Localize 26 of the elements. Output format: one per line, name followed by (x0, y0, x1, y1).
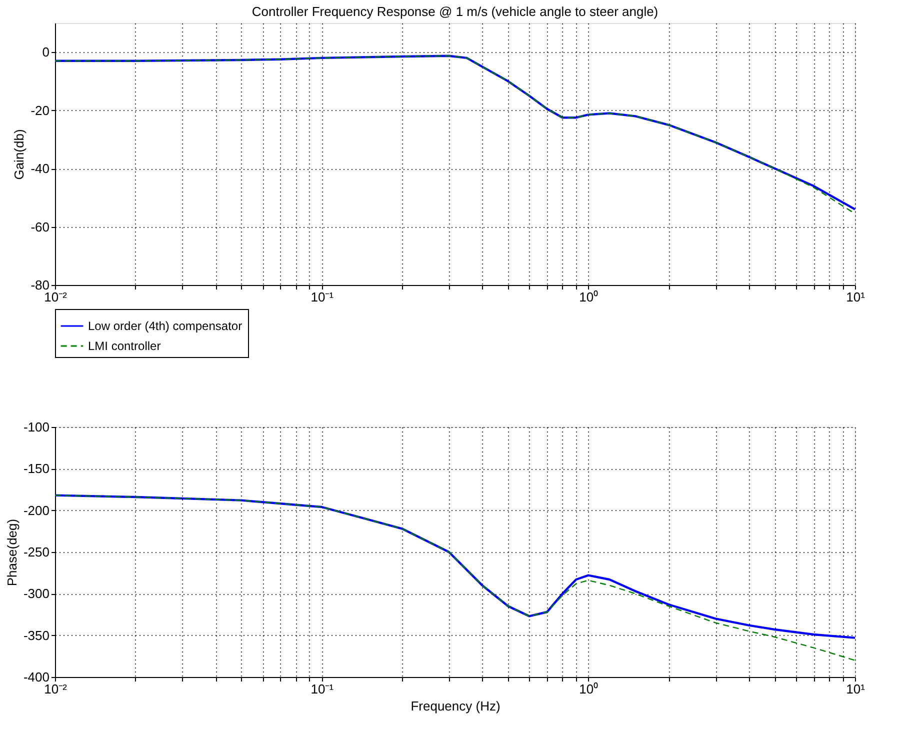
x-tick-label: 10¹ (846, 682, 866, 696)
x-tick-label: 10¹ (846, 290, 866, 304)
y-tick-label: -300 (23, 586, 50, 602)
y-tick-label: -200 (23, 502, 50, 518)
legend-label: Low order (4th) compensator (88, 319, 242, 333)
y-axis-title: Phase(deg) (4, 518, 20, 586)
x-axis-title: Frequency (Hz) (410, 698, 500, 714)
x-tick-label: 10⁰ (579, 290, 599, 304)
chart-title: Controller Frequency Response @ 1 m/s (vehicle angle to steer angle) (252, 4, 658, 19)
x-tick-label: 10⁻² (44, 682, 68, 696)
legend-label: LMI controller (88, 339, 161, 353)
x-tick-label: 10⁰ (579, 682, 599, 696)
y-tick-label: -250 (23, 544, 50, 560)
y-tick-label: -20 (30, 102, 50, 118)
x-tick-label: 10⁻² (44, 290, 68, 304)
y-axis-title: Gain(db) (12, 129, 27, 180)
y-tick-label: 0 (42, 44, 50, 60)
y-tick-label: -100 (23, 420, 50, 434)
y-tick-label: -40 (30, 161, 50, 176)
y-tick-label: -400 (23, 670, 50, 684)
y-tick-label: -350 (23, 628, 50, 643)
x-tick-label: 10⁻¹ (310, 682, 334, 696)
y-tick-label: -60 (30, 219, 50, 234)
x-tick-label: 10⁻¹ (310, 290, 334, 304)
y-tick-label: -150 (23, 461, 50, 476)
y-tick-label: -80 (30, 278, 50, 292)
